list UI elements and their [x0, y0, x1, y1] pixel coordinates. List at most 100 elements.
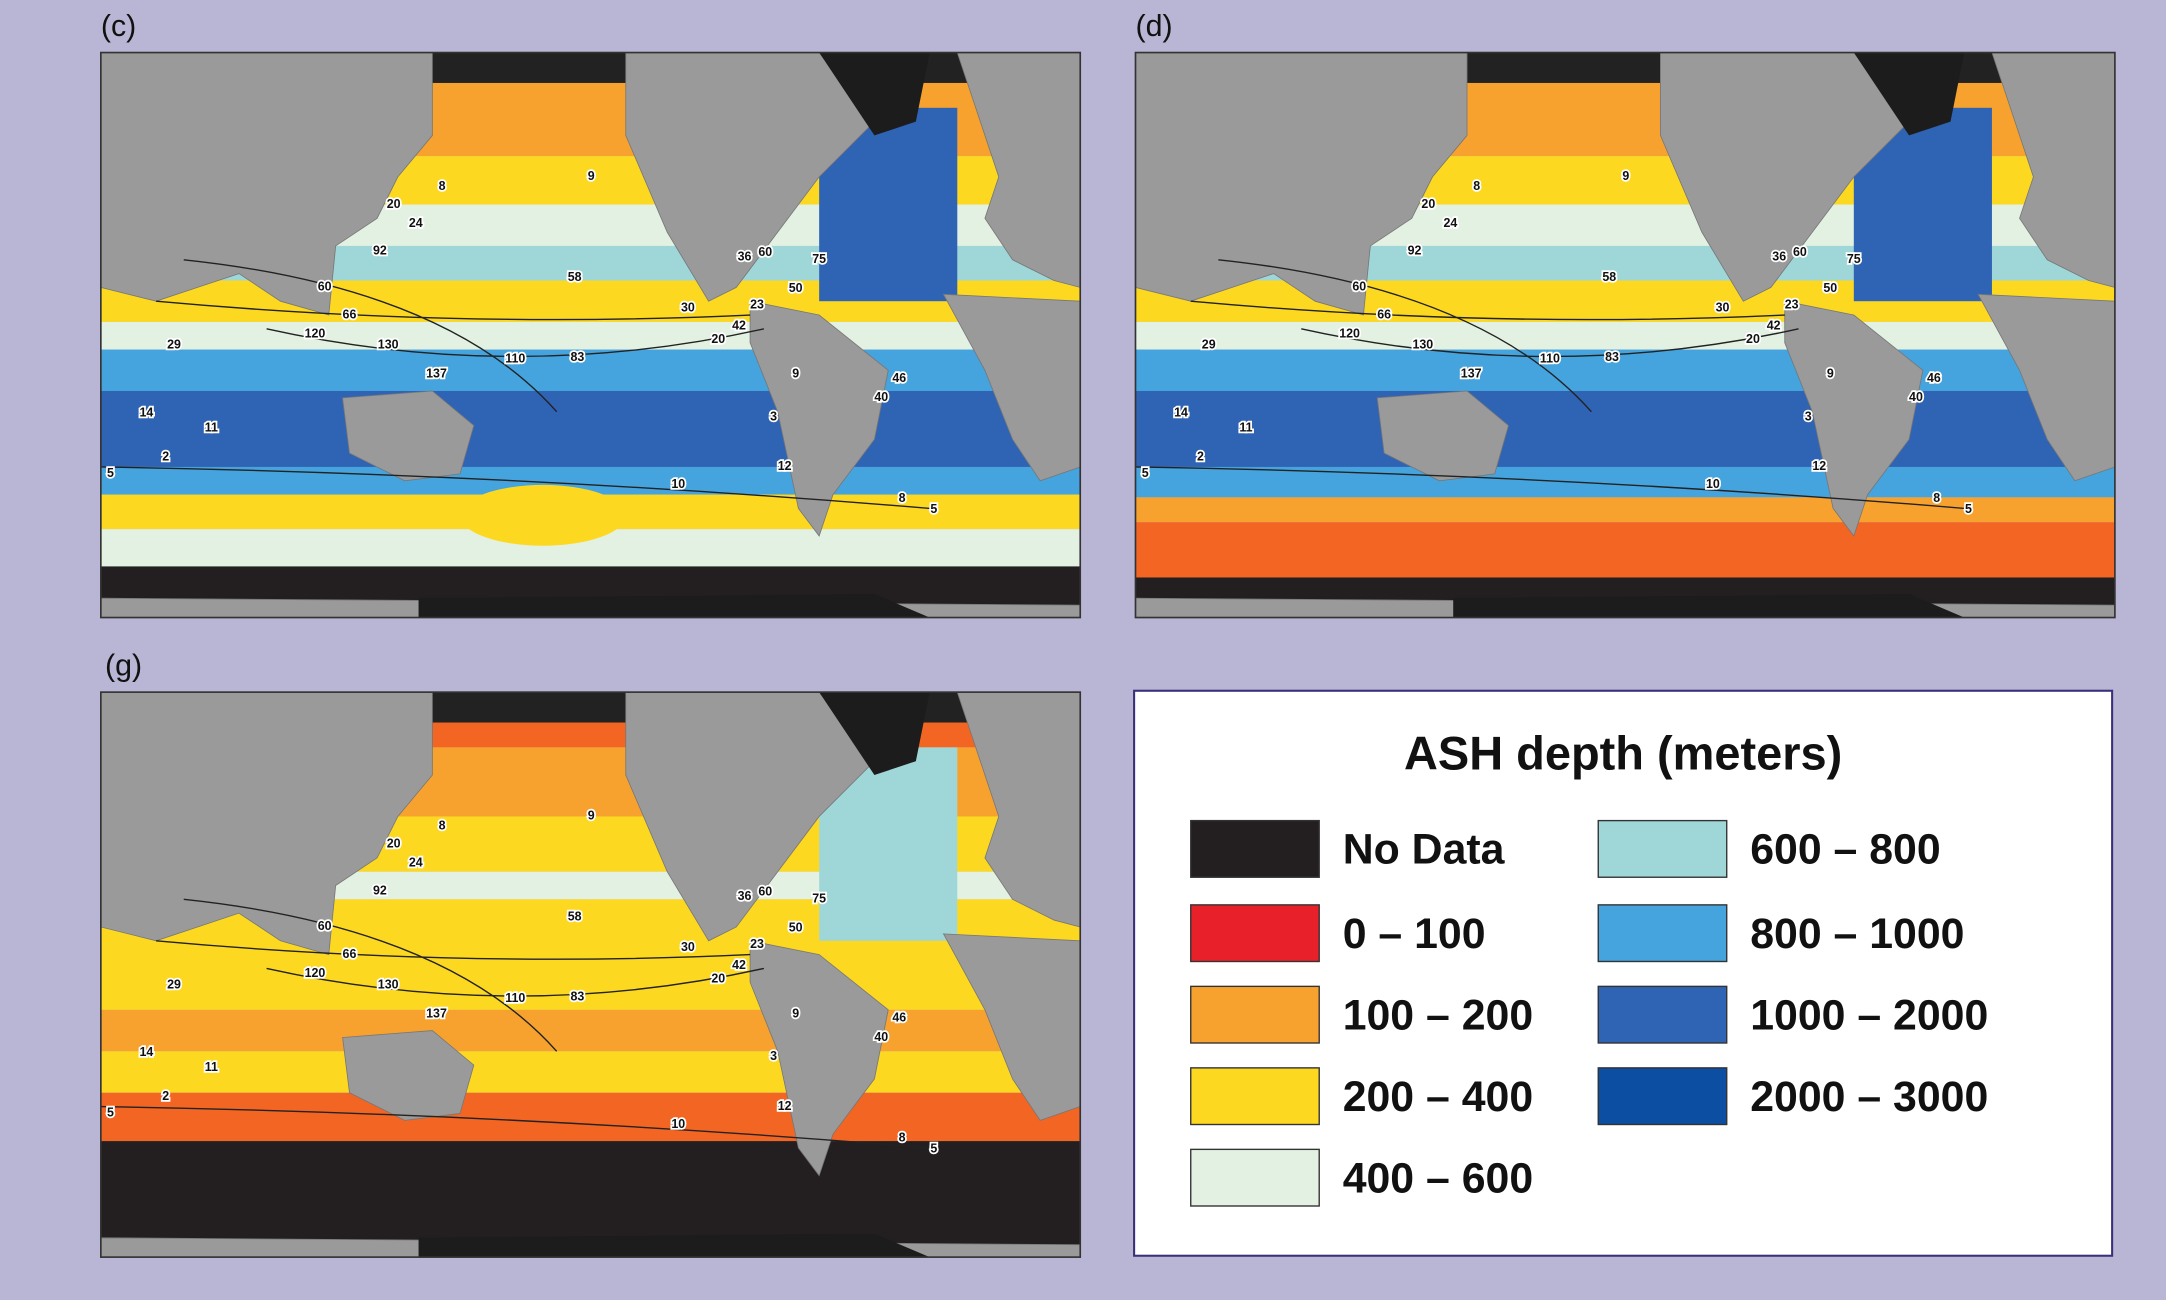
contour-label: 83	[571, 990, 585, 1004]
contour-label: 137	[426, 367, 447, 381]
land	[1784, 300, 1924, 537]
contour-label: 5	[107, 466, 114, 480]
contour-label: 5	[930, 1142, 937, 1156]
contour-label: 92	[373, 883, 387, 897]
panel-label: (g)	[105, 649, 142, 683]
contour-label: 10	[1706, 477, 1720, 491]
contour-label: 30	[681, 300, 695, 314]
legend-swatch	[1597, 819, 1728, 878]
contour-label: 8	[1473, 179, 1480, 193]
ocean-band	[100, 1051, 1081, 1093]
contour-label: 50	[789, 281, 803, 295]
legend-label: No Data	[1343, 826, 1506, 874]
land	[942, 293, 1081, 482]
ocean-band	[100, 466, 1081, 495]
greenland	[819, 692, 930, 776]
contour-label: 66	[343, 947, 357, 961]
contour-label: 46	[1927, 371, 1941, 385]
ocean-band	[100, 349, 1081, 391]
contour-label: 20	[1421, 197, 1435, 211]
contour-label: 75	[812, 892, 826, 906]
legend-swatch	[1597, 985, 1728, 1044]
contour-label: 137	[1461, 367, 1482, 381]
contour-label: 8	[439, 179, 446, 193]
contour-label: 5	[1965, 502, 1972, 516]
contour-label: 8	[1933, 491, 1940, 505]
contour-label: 11	[1239, 421, 1252, 435]
contour-label: 3	[770, 1049, 777, 1063]
contour-label: 10	[671, 1117, 685, 1131]
ocean-band	[100, 390, 1081, 467]
contour-label: 66	[1377, 307, 1391, 321]
contour-label: 60	[758, 885, 772, 899]
contour-label: 36	[738, 889, 752, 903]
contour	[1218, 259, 1592, 413]
contour-label: 29	[1202, 338, 1216, 352]
contour-label: 9	[792, 1006, 799, 1020]
legend-swatch	[1597, 904, 1728, 963]
contour-label: 12	[1812, 459, 1826, 473]
contour	[100, 466, 930, 510]
contour-label: 2	[162, 1089, 169, 1103]
contour	[266, 328, 765, 358]
contour	[266, 967, 765, 997]
contour-label: 92	[373, 244, 387, 258]
legend-label: 1000 – 2000	[1750, 991, 1988, 1039]
contour-label: 23	[750, 298, 764, 312]
contour-label: 30	[681, 940, 695, 954]
contour-label: 23	[1785, 298, 1799, 312]
contour-label: 20	[387, 197, 401, 211]
contour-label: 2	[1197, 450, 1204, 464]
ocean-band	[1135, 321, 2115, 350]
contour-label: 10	[671, 477, 685, 491]
legend-swatch	[1190, 985, 1320, 1044]
contour-label: 60	[1352, 280, 1366, 294]
contour-label: 75	[812, 252, 826, 266]
contour-label: 46	[892, 371, 906, 385]
legend-swatch	[1190, 819, 1320, 878]
contour-label: 58	[568, 270, 582, 284]
contour-label: 8	[899, 1131, 906, 1145]
contour-label: 46	[892, 1010, 906, 1024]
legend-label: 200 – 400	[1343, 1073, 1533, 1121]
contour-label: 5	[930, 502, 937, 516]
contour-label: 50	[1823, 281, 1837, 295]
land	[342, 390, 475, 482]
land	[100, 52, 433, 316]
contour-label: 110	[1540, 352, 1560, 366]
antarctica	[418, 1233, 930, 1258]
contour-label: 20	[387, 836, 401, 850]
land	[1991, 52, 2115, 288]
contour-label: 3	[770, 410, 777, 424]
land	[100, 692, 433, 956]
contour-label: 40	[874, 1030, 888, 1044]
contour-label: 58	[568, 910, 582, 924]
contour-label: 12	[778, 459, 792, 473]
legend: ASH depth (meters) No Data 0 – 100 100 – 20…	[1133, 689, 2114, 1257]
contour-label: 9	[1827, 367, 1834, 381]
contour-label: 58	[1602, 270, 1616, 284]
contour-label: 5	[107, 1106, 114, 1120]
ocean-band	[100, 321, 1081, 350]
contour	[183, 259, 558, 413]
legend-label: 100 – 200	[1343, 991, 1533, 1039]
ocean-band	[1135, 390, 2115, 467]
contour-label: 24	[409, 216, 423, 230]
ocean-band	[1135, 349, 2115, 391]
legend-label: 2000 – 3000	[1750, 1073, 1988, 1121]
contour-label: 120	[305, 966, 326, 980]
contour-label: 23	[750, 937, 764, 951]
contour-label: 8	[439, 818, 446, 832]
contour-label: 130	[378, 338, 399, 352]
greenland	[1853, 52, 1965, 136]
contour-label: 9	[588, 169, 595, 183]
contour-label: 9	[1622, 169, 1629, 183]
contour-label: 3	[1805, 410, 1812, 424]
legend-label: 800 – 1000	[1750, 910, 1964, 958]
contour-label: 40	[1909, 390, 1923, 404]
contour	[156, 300, 751, 321]
panel-frame	[1134, 51, 2116, 619]
